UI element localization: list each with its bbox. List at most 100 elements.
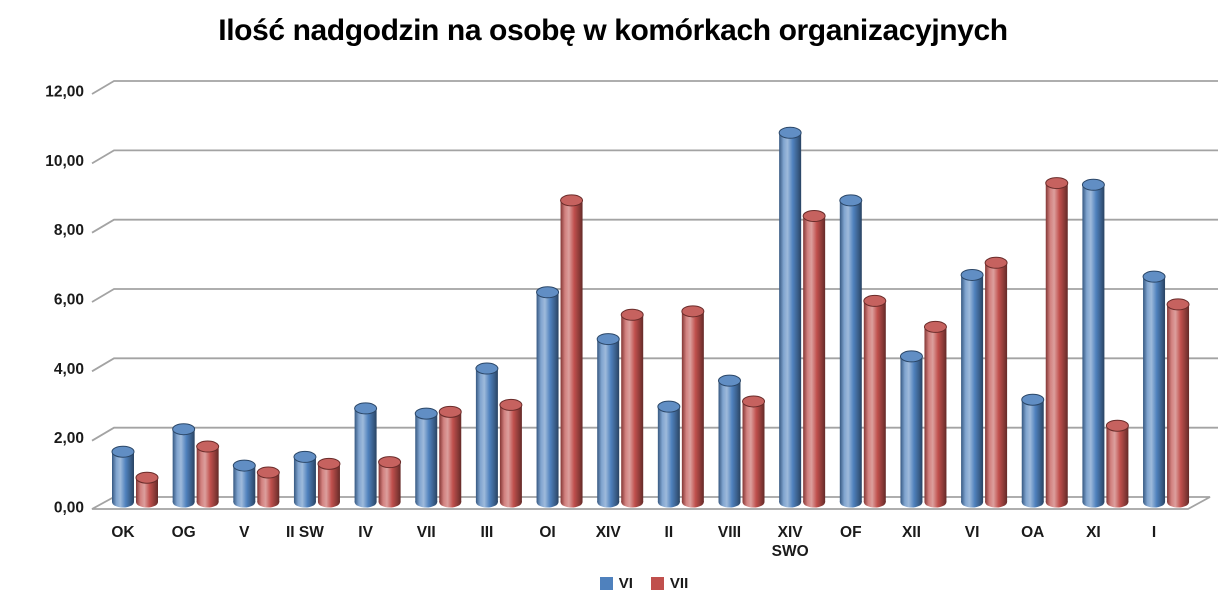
bar-top-VII-OA — [1045, 177, 1069, 190]
x-axis-category-label: IV — [358, 524, 373, 541]
bar-VII-VII — [439, 411, 462, 502]
bar-top-VI-II — [657, 400, 681, 413]
bar-top-VII-IV — [378, 456, 402, 469]
bar-top-VI-V — [232, 459, 256, 472]
bar-VII-I — [1167, 304, 1190, 502]
legend-items: VI VII — [599, 575, 689, 592]
x-axis-category-label: OG — [172, 524, 196, 541]
bar-VII-XIV — [621, 314, 644, 502]
bar-VII-XI — [1106, 425, 1129, 502]
legend-swatch-vi-icon — [599, 577, 613, 590]
bar-VII-XII — [924, 326, 947, 502]
y-axis-tick-label: 12,00 — [45, 84, 84, 101]
bar-top-VII-I — [1166, 298, 1190, 311]
bar-top-VI-OF — [839, 194, 863, 207]
bar-top-VI-II SW — [293, 450, 317, 463]
y-axis-tick-label: 6,00 — [54, 292, 84, 309]
x-axis-category-label: XIV — [778, 524, 804, 541]
bar-VII-OG — [196, 446, 219, 502]
bar-top-VI-XI — [1081, 178, 1105, 191]
bar-top-VI-VIII — [718, 374, 741, 387]
bar-top-VI-XIV SWO — [778, 126, 802, 139]
gridline — [91, 80, 1218, 95]
bar-VII-OI — [560, 200, 583, 502]
bar-VI-XIV SWO — [779, 132, 802, 502]
bar-top-VI-XIV — [596, 333, 620, 346]
bar-VI-V — [233, 465, 256, 502]
bar-top-VII-VII — [438, 405, 462, 418]
bar-top-VI-XII — [899, 350, 923, 363]
x-axis-category-label: VII — [417, 524, 436, 541]
bar-VI-OA — [1021, 399, 1044, 502]
bar-VI-VI — [961, 274, 984, 502]
bar-VII-II SW — [317, 463, 340, 502]
legend-swatch-vii-icon — [650, 577, 664, 590]
legend-label-vi: VI — [618, 575, 633, 592]
bar-VI-II — [657, 406, 680, 502]
y-axis-tick-label: 2,00 — [54, 430, 84, 447]
x-axis-category-label: SWO — [772, 543, 809, 560]
bar-top-VII-VI — [984, 256, 1008, 269]
bar-VI-OK — [112, 451, 134, 502]
bar-top-VI-I — [1142, 270, 1166, 283]
bar-VI-OF — [839, 200, 862, 502]
bar-top-VII-II SW — [317, 457, 341, 470]
bar-VII-V — [257, 472, 280, 502]
x-axis-category-label: OI — [539, 524, 555, 541]
bar-top-VI-OI — [536, 286, 560, 299]
bar-VI-OG — [172, 429, 195, 502]
bar-top-VII-III — [499, 398, 523, 411]
bar-VII-OA — [1045, 183, 1068, 502]
bar-top-VII-OF — [863, 294, 887, 307]
bar-top-VI-IV — [354, 402, 378, 415]
bar-top-VI-OA — [1021, 393, 1045, 406]
x-axis-category-label: I — [1152, 524, 1156, 541]
bar-top-VII-V — [256, 466, 280, 479]
bar-top-VII-II — [681, 305, 705, 318]
bar-VII-VIII — [742, 401, 765, 502]
x-axis-category-label: XIV — [596, 524, 622, 541]
bar-top-VII-OG — [196, 440, 220, 453]
bar-top-VI-OK — [111, 445, 135, 458]
bar-top-VII-XI — [1105, 419, 1129, 432]
bar-VII-OK — [136, 477, 158, 502]
bar-VI-IV — [354, 408, 377, 502]
y-axis-tick-label: 0,00 — [54, 500, 84, 517]
x-axis-category-label: II — [665, 524, 674, 541]
x-axis-category-label: XI — [1086, 524, 1101, 541]
bar-VII-XIV SWO — [803, 216, 826, 502]
legend-item-vii: VII — [650, 575, 689, 592]
bar-VII-II — [681, 311, 704, 502]
bar-top-VII-XIV — [620, 308, 644, 321]
bar-VI-I — [1143, 276, 1166, 502]
bar-VI-II SW — [293, 456, 316, 502]
gridline — [91, 149, 1218, 165]
bar-VI-VII — [415, 413, 438, 502]
legend-label-vii: VII — [669, 575, 689, 592]
x-axis-category-label: VI — [965, 524, 980, 541]
bar-top-VI-VI — [960, 268, 984, 281]
bar-VII-III — [499, 404, 522, 502]
bar-top-VII-XIV SWO — [802, 210, 826, 223]
bar-top-VII-XII — [923, 320, 947, 333]
bar-VI-XI — [1082, 184, 1105, 503]
x-axis-category-label: III — [480, 524, 493, 541]
bar-VI-VIII — [718, 380, 741, 502]
chart-title: Ilość nadgodzin na osobę w komórkach org… — [218, 14, 1008, 47]
bar-VII-VI — [985, 262, 1008, 502]
bar-VI-XIV — [597, 339, 620, 502]
bar-top-VII-VIII — [742, 395, 765, 408]
x-axis-category-label: XII — [902, 524, 921, 541]
bar-VI-III — [475, 368, 498, 502]
y-axis-tick-label: 4,00 — [54, 361, 84, 378]
legend: VI VII — [0, 575, 1226, 592]
bar-VII-IV — [378, 462, 401, 502]
bar-VI-XII — [900, 356, 923, 502]
bar-VII-OF — [863, 300, 886, 502]
legend-item-vi: VI — [599, 575, 633, 592]
x-axis-category-label: VIII — [718, 524, 741, 541]
x-axis-category-label: V — [239, 524, 250, 541]
y-axis-tick-label: 8,00 — [54, 222, 84, 239]
